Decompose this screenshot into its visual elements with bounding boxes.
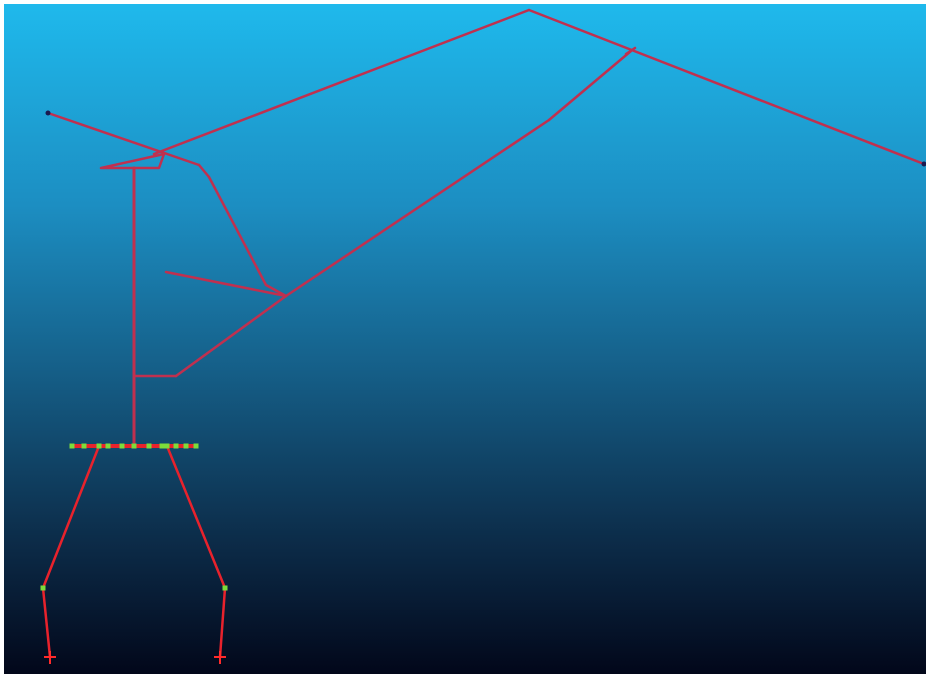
node[interactable]: [81, 443, 87, 449]
right-leg-lower[interactable]: [218, 586, 227, 659]
end-nodes: [45, 110, 927, 167]
boom-brace-1[interactable]: [207, 175, 268, 287]
boom-lower-chord[interactable]: [174, 294, 288, 378]
node[interactable]: [105, 443, 111, 449]
node[interactable]: [159, 443, 165, 449]
node[interactable]: [146, 443, 152, 449]
node[interactable]: [96, 443, 102, 449]
crane-structure: [46, 8, 926, 448]
counter-jib-end-node[interactable]: [45, 110, 51, 116]
nodes: [40, 443, 228, 591]
counter-jib-tie[interactable]: [46, 111, 201, 167]
3d-viewport[interactable]: [4, 4, 926, 674]
boom-crossbar[interactable]: [624, 46, 637, 56]
boom-arm-lower[interactable]: [164, 270, 288, 298]
supports: [44, 651, 226, 664]
left-foot-support[interactable]: [44, 651, 56, 664]
node[interactable]: [183, 443, 189, 449]
left-leg-lower[interactable]: [41, 586, 52, 659]
boom-diagonal-upper[interactable]: [547, 49, 633, 122]
upper-chord-left[interactable]: [152, 8, 531, 156]
boom-diagonal[interactable]: [284, 118, 551, 298]
legs: [41, 444, 227, 659]
boom-chord-upper[interactable]: [197, 163, 211, 179]
node[interactable]: [69, 443, 75, 449]
right-leg-upper[interactable]: [165, 444, 227, 590]
node[interactable]: [119, 443, 125, 449]
node[interactable]: [222, 585, 228, 591]
crane-wireframe-model[interactable]: [4, 4, 926, 674]
left-leg-upper[interactable]: [41, 444, 101, 590]
jib-tie[interactable]: [527, 8, 926, 166]
cab-platform[interactable]: [99, 152, 166, 170]
node[interactable]: [173, 443, 179, 449]
node[interactable]: [193, 443, 199, 449]
jib-tip-node[interactable]: [921, 161, 927, 167]
node[interactable]: [131, 443, 137, 449]
node[interactable]: [164, 443, 170, 449]
right-foot-support[interactable]: [214, 651, 226, 664]
node[interactable]: [40, 585, 46, 591]
